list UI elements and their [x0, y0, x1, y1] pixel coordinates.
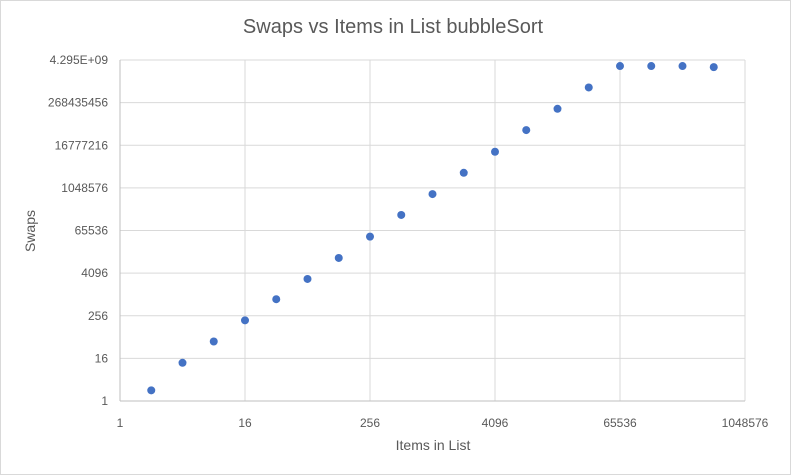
data-point — [709, 63, 718, 72]
y-tick-label: 16 — [95, 351, 109, 365]
chart-title: Swaps vs Items in List bubbleSort — [243, 16, 544, 38]
data-point — [459, 168, 468, 177]
data-point — [334, 253, 343, 262]
y-tick-label: 1048576 — [61, 181, 108, 195]
y-tick-label: 4096 — [81, 266, 108, 280]
x-tick-label: 1 — [117, 416, 124, 430]
data-point — [522, 126, 531, 135]
x-tick-label: 1048576 — [722, 416, 769, 430]
data-point — [647, 62, 656, 71]
y-tick-label: 1 — [101, 394, 108, 408]
data-points — [147, 62, 718, 395]
x-tick-label: 65536 — [603, 416, 637, 430]
data-point — [491, 147, 499, 156]
data-point — [178, 358, 187, 367]
data-point — [678, 62, 687, 71]
y-tick-label: 65536 — [75, 224, 109, 238]
data-point — [553, 104, 562, 113]
x-tick-label: 4096 — [482, 416, 509, 430]
x-tick-label: 16 — [238, 416, 252, 430]
x-tick-label: 256 — [360, 416, 380, 430]
data-point — [397, 210, 406, 219]
y-tick-label: 268435456 — [48, 96, 108, 110]
axes: 1 16 256 4096 65536 1048576 16777216 268435456 4… — [48, 53, 769, 430]
y-tick-label: 16777216 — [55, 138, 109, 152]
data-point — [584, 83, 593, 92]
data-point — [366, 232, 374, 241]
x-axis-title: Items in List — [396, 437, 471, 453]
data-point — [272, 295, 281, 304]
data-point — [241, 316, 249, 325]
y-axis-title: Swaps — [22, 210, 38, 252]
data-point — [209, 337, 218, 346]
data-point — [303, 274, 312, 283]
data-point — [428, 190, 437, 199]
y-tick-label: 256 — [88, 309, 108, 323]
data-point — [147, 386, 156, 395]
data-point — [616, 62, 624, 71]
y-tick-label: 4.295E+09 — [50, 53, 109, 67]
gridlines — [120, 59, 746, 401]
